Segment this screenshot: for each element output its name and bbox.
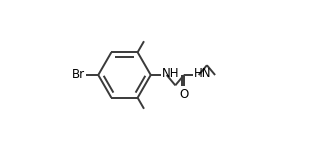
Text: Br: Br [72, 69, 85, 81]
Text: NH: NH [162, 67, 179, 80]
Text: O: O [179, 88, 189, 101]
Text: HN: HN [194, 67, 211, 80]
